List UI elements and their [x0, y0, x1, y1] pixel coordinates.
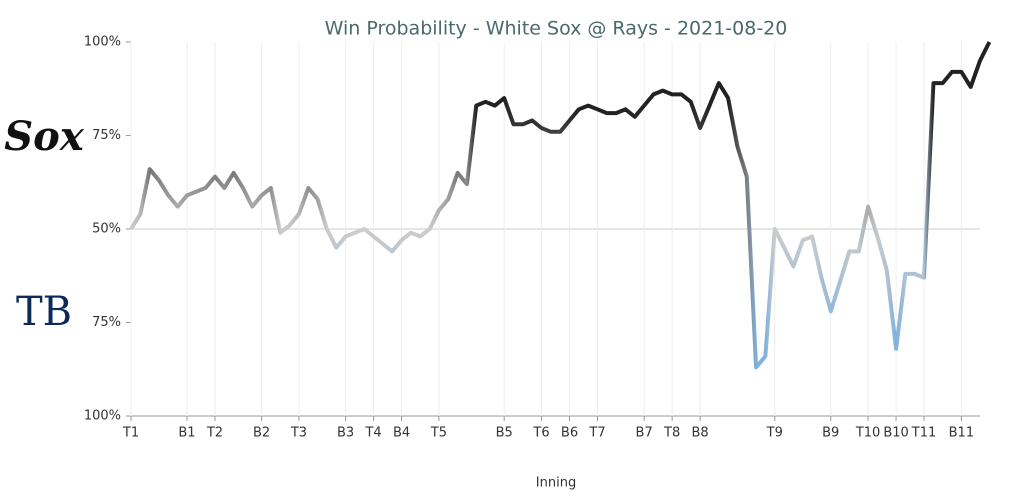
x-tick-label: T10 — [855, 426, 880, 441]
away-logo: Sox — [4, 113, 85, 160]
x-tick-label: B9 — [822, 426, 839, 441]
y-tick-label: 100% — [84, 35, 121, 50]
x-tick-label: T2 — [206, 426, 223, 441]
x-tick-label: B5 — [496, 426, 513, 441]
x-axis-label: Inning — [536, 476, 576, 491]
chart-title: Win Probability - White Sox @ Rays - 202… — [325, 18, 788, 40]
home-logo: TB — [16, 289, 72, 335]
x-tick-label: T8 — [663, 426, 680, 441]
x-tick-label: B1 — [178, 426, 195, 441]
x-tick-label: B2 — [253, 426, 270, 441]
x-tick-label: T5 — [430, 426, 447, 441]
x-tick-label: B4 — [393, 426, 410, 441]
y-tick-label: 75% — [92, 315, 121, 330]
y-tick-label: 50% — [92, 222, 121, 237]
x-tick-label: T1 — [122, 426, 139, 441]
x-tick-label: B3 — [337, 426, 354, 441]
x-tick-label: T6 — [532, 426, 549, 441]
x-tick-label: T3 — [290, 426, 307, 441]
x-tick-label: T4 — [364, 426, 381, 441]
x-tick-label: B8 — [692, 426, 709, 441]
x-tick-label: B7 — [636, 426, 653, 441]
y-tick-label: 75% — [92, 128, 121, 143]
y-tick-label: 100% — [84, 409, 121, 424]
win-probability-line — [129, 41, 992, 370]
x-tick-label: B11 — [949, 426, 974, 441]
x-tick-label: T7 — [588, 426, 605, 441]
x-tick-label: T9 — [766, 426, 783, 441]
x-tick-label: T11 — [911, 426, 936, 441]
x-tick-label: B6 — [561, 426, 578, 441]
x-tick-label: B10 — [883, 426, 908, 441]
